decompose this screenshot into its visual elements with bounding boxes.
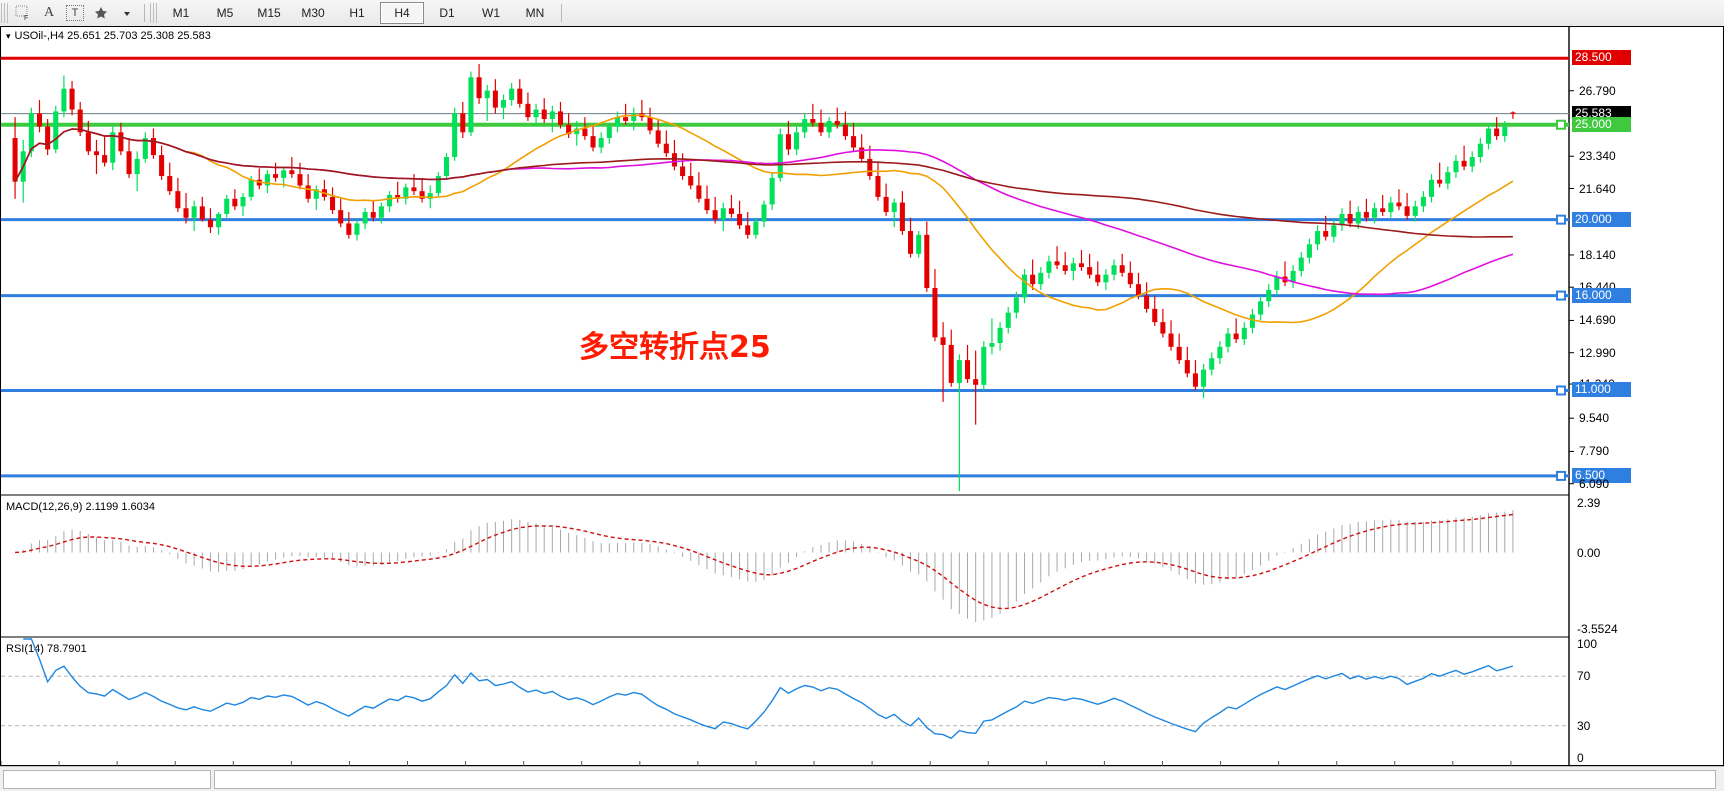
price-tick-6.090: 6.090 <box>1579 476 1610 491</box>
timeframe-m15[interactable]: M15 <box>257 6 281 20</box>
rsi-tick-0: 0 <box>1577 751 1584 765</box>
price-level-chip-28.500[interactable]: 28.500 <box>1572 50 1631 66</box>
symbol-header-text: USOil-,H4 25.651 25.703 25.308 25.583 <box>14 30 211 42</box>
timeframe-grip[interactable] <box>150 3 157 23</box>
toolbar-separator-2 <box>561 4 562 22</box>
timeframe-m1[interactable]: M1 <box>172 6 190 20</box>
crosshair-f-icon[interactable]: F <box>10 2 36 24</box>
price-tick-9.540: 9.540 <box>1579 411 1610 426</box>
timeframe-mn[interactable]: MN <box>525 6 545 20</box>
macd-tick--3.5524: -3.5524 <box>1577 622 1618 636</box>
timeframe-w1[interactable]: W1 <box>482 6 500 20</box>
chart-graphics-layer <box>1 27 1574 767</box>
timeframe-m30[interactable]: M30 <box>301 6 325 20</box>
price-tick-26.790: 26.790 <box>1579 83 1616 98</box>
chart-annotation-text: 多空转折点25 <box>579 330 771 365</box>
price-level-chip-11.000[interactable]: 11.000 <box>1572 382 1631 398</box>
price-tick-14.690: 14.690 <box>1579 313 1616 328</box>
chart-canvas-area[interactable]: ▾ USOil-,H4 25.651 25.703 25.308 25.583 … <box>0 26 1724 779</box>
price-tick-7.790: 7.790 <box>1579 444 1610 459</box>
price-level-chip-6.500[interactable]: 6.500 <box>1572 467 1631 483</box>
chart-toolbar: F A T M1 M5 M15 M30 H1 H4 D1 W1 MN <box>0 0 1724 27</box>
price-tick-23.340: 23.340 <box>1579 149 1616 164</box>
price-level-chip-25.000[interactable]: 25.000 <box>1572 116 1631 132</box>
timeframe-h4[interactable]: H4 <box>380 2 424 24</box>
rsi-indicator-label: RSI(14) 78.7901 <box>6 643 87 655</box>
macd-tick-2.39: 2.39 <box>1577 496 1601 510</box>
macd-indicator-label: MACD(12,26,9) 2.1199 1.6034 <box>6 501 155 513</box>
macd-tick-0.00: 0.00 <box>1577 545 1601 560</box>
symbol-dropdown-icon[interactable]: ▾ <box>6 30 11 41</box>
timeframe-d1[interactable]: D1 <box>439 6 455 20</box>
dropdown-arrow-icon[interactable] <box>114 2 140 24</box>
text-a-icon[interactable]: A <box>43 5 55 20</box>
toolbar-grip[interactable] <box>1 3 8 23</box>
status-bar <box>0 766 1724 791</box>
timeframe-m5[interactable]: M5 <box>216 6 234 20</box>
status-cell-2 <box>214 769 1716 789</box>
price-tick-21.640: 21.640 <box>1579 181 1616 196</box>
rsi-tick-70: 70 <box>1577 669 1591 684</box>
price-tick-18.140: 18.140 <box>1579 247 1616 262</box>
rsi-tick-100: 100 <box>1577 637 1598 651</box>
objects-icon[interactable] <box>88 2 114 24</box>
price-level-chip-20.000[interactable]: 20.000 <box>1572 211 1631 227</box>
status-cell-1 <box>3 769 211 789</box>
rsi-tick-30: 30 <box>1577 718 1591 733</box>
text-label-icon[interactable]: T <box>62 2 88 24</box>
timeframe-h1[interactable]: H1 <box>349 6 365 20</box>
toolbar-separator <box>144 4 145 22</box>
price-level-chip-16.000[interactable]: 16.000 <box>1572 287 1631 303</box>
symbol-header: ▾ USOil-,H4 25.651 25.703 25.308 25.583 <box>6 30 211 42</box>
svg-text:F: F <box>24 15 28 21</box>
price-tick-12.990: 12.990 <box>1579 345 1616 360</box>
